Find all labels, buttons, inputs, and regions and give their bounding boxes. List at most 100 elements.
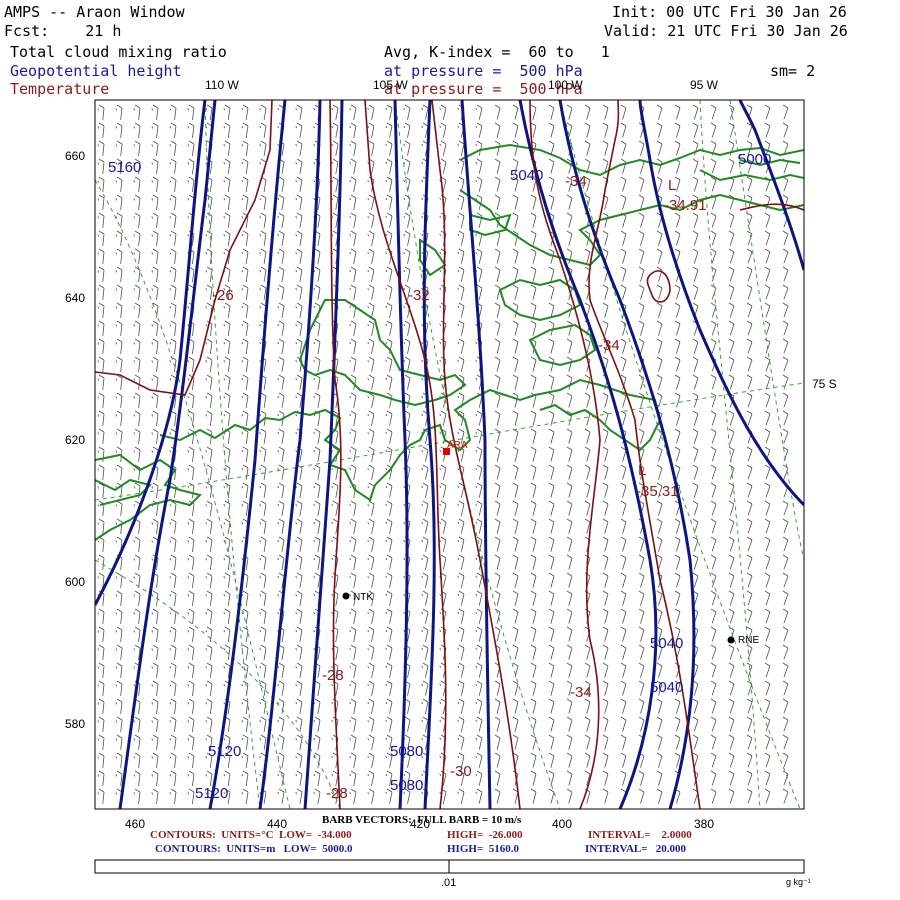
wind-barb	[475, 464, 483, 480]
wind-barb	[295, 248, 303, 264]
wind-barb	[656, 518, 663, 534]
wind-barb	[656, 590, 663, 606]
wind-barb	[205, 644, 213, 660]
wind-barb	[205, 716, 213, 732]
wind-barb	[656, 284, 663, 300]
wind-barb	[97, 536, 105, 552]
wind-barb	[367, 338, 375, 354]
wind-barb	[674, 104, 681, 120]
wind-barb	[566, 194, 573, 210]
wind-barb	[728, 518, 735, 534]
height-5040a	[518, 100, 658, 809]
wind-barb	[169, 734, 177, 750]
wind-barb	[620, 536, 627, 552]
wind-barb	[584, 698, 591, 714]
wind-barb	[475, 662, 483, 678]
wind-barb	[295, 680, 303, 696]
wind-barb	[512, 608, 519, 624]
wind-barb	[133, 716, 141, 732]
wind-barb	[241, 122, 249, 138]
wind-barb	[385, 788, 393, 804]
wind-barb	[331, 608, 339, 624]
wind-barb	[259, 644, 267, 660]
wind-barb	[187, 626, 195, 642]
wind-barb	[97, 374, 105, 390]
wind-barb	[367, 500, 375, 516]
temp-label-m34-top: -34	[565, 173, 587, 190]
wind-barb	[241, 644, 249, 660]
wind-barb	[241, 158, 249, 174]
wind-barb	[530, 536, 537, 552]
wind-barb	[656, 698, 663, 714]
wind-barb	[782, 122, 789, 138]
wind-barb	[512, 140, 519, 156]
wind-barb	[746, 266, 753, 282]
height-5140	[118, 100, 217, 809]
wind-barb	[133, 608, 141, 624]
wind-barb	[295, 158, 303, 174]
wind-barb	[692, 248, 699, 264]
wind-barb	[223, 392, 231, 408]
wind-barb	[475, 104, 483, 120]
wind-barb	[746, 608, 753, 624]
wind-barb	[457, 770, 465, 786]
wind-barb	[548, 734, 555, 750]
wind-barb	[457, 230, 465, 246]
wind-barb	[457, 212, 465, 228]
wind-barb	[710, 446, 717, 462]
wind-barb	[548, 554, 555, 570]
wind-barb	[548, 500, 555, 516]
wind-barb	[530, 698, 537, 714]
wind-barb	[151, 212, 159, 228]
wind-barb	[133, 428, 141, 444]
wind-barb	[133, 212, 141, 228]
wind-barb	[439, 482, 447, 498]
wind-barb	[674, 356, 681, 372]
wind-barb	[638, 266, 645, 282]
wind-barb	[764, 716, 771, 732]
wind-barb	[512, 338, 519, 354]
wind-barb	[331, 104, 339, 120]
wind-barb	[385, 500, 393, 516]
wind-barb	[674, 158, 681, 174]
wind-barb	[512, 698, 519, 714]
wind-barb	[674, 428, 681, 444]
wind-barb	[169, 608, 177, 624]
temp-m26	[95, 100, 273, 396]
ytick-600: 600	[65, 575, 85, 589]
wind-barb	[494, 518, 501, 534]
wind-barb	[638, 212, 645, 228]
wind-barb	[241, 788, 249, 804]
wind-barb	[421, 482, 429, 498]
wind-barb	[566, 644, 573, 660]
wind-barb	[548, 752, 555, 768]
wind-barb	[620, 662, 627, 678]
wind-barb	[385, 140, 393, 156]
temp-label-m28-a: -28	[322, 667, 344, 684]
wind-barb	[584, 392, 591, 408]
wind-barb	[602, 302, 609, 318]
wind-barb	[367, 446, 375, 462]
wind-barb	[566, 770, 573, 786]
wind-barb	[494, 356, 501, 372]
wind-barb	[746, 122, 753, 138]
wind-barb	[259, 122, 267, 138]
wind-barb	[746, 716, 753, 732]
wind-barb	[512, 320, 519, 336]
wind-barb	[385, 698, 393, 714]
wind-barb	[241, 104, 249, 120]
height-label-5040-a: 5040	[650, 635, 683, 652]
wind-barb	[566, 500, 573, 516]
wind-barb	[602, 662, 609, 678]
wind-barb	[710, 788, 717, 804]
wind-barb	[223, 626, 231, 642]
ytick-660: 660	[65, 149, 85, 163]
wind-barb	[710, 158, 717, 174]
wind-barb	[241, 482, 249, 498]
wind-barb	[782, 338, 789, 354]
wind-barb	[367, 536, 375, 552]
wind-barb	[674, 122, 681, 138]
wind-barb	[277, 464, 285, 480]
wind-barb	[151, 104, 159, 120]
temp-contour-high: HIGH= -26.000	[447, 829, 523, 841]
